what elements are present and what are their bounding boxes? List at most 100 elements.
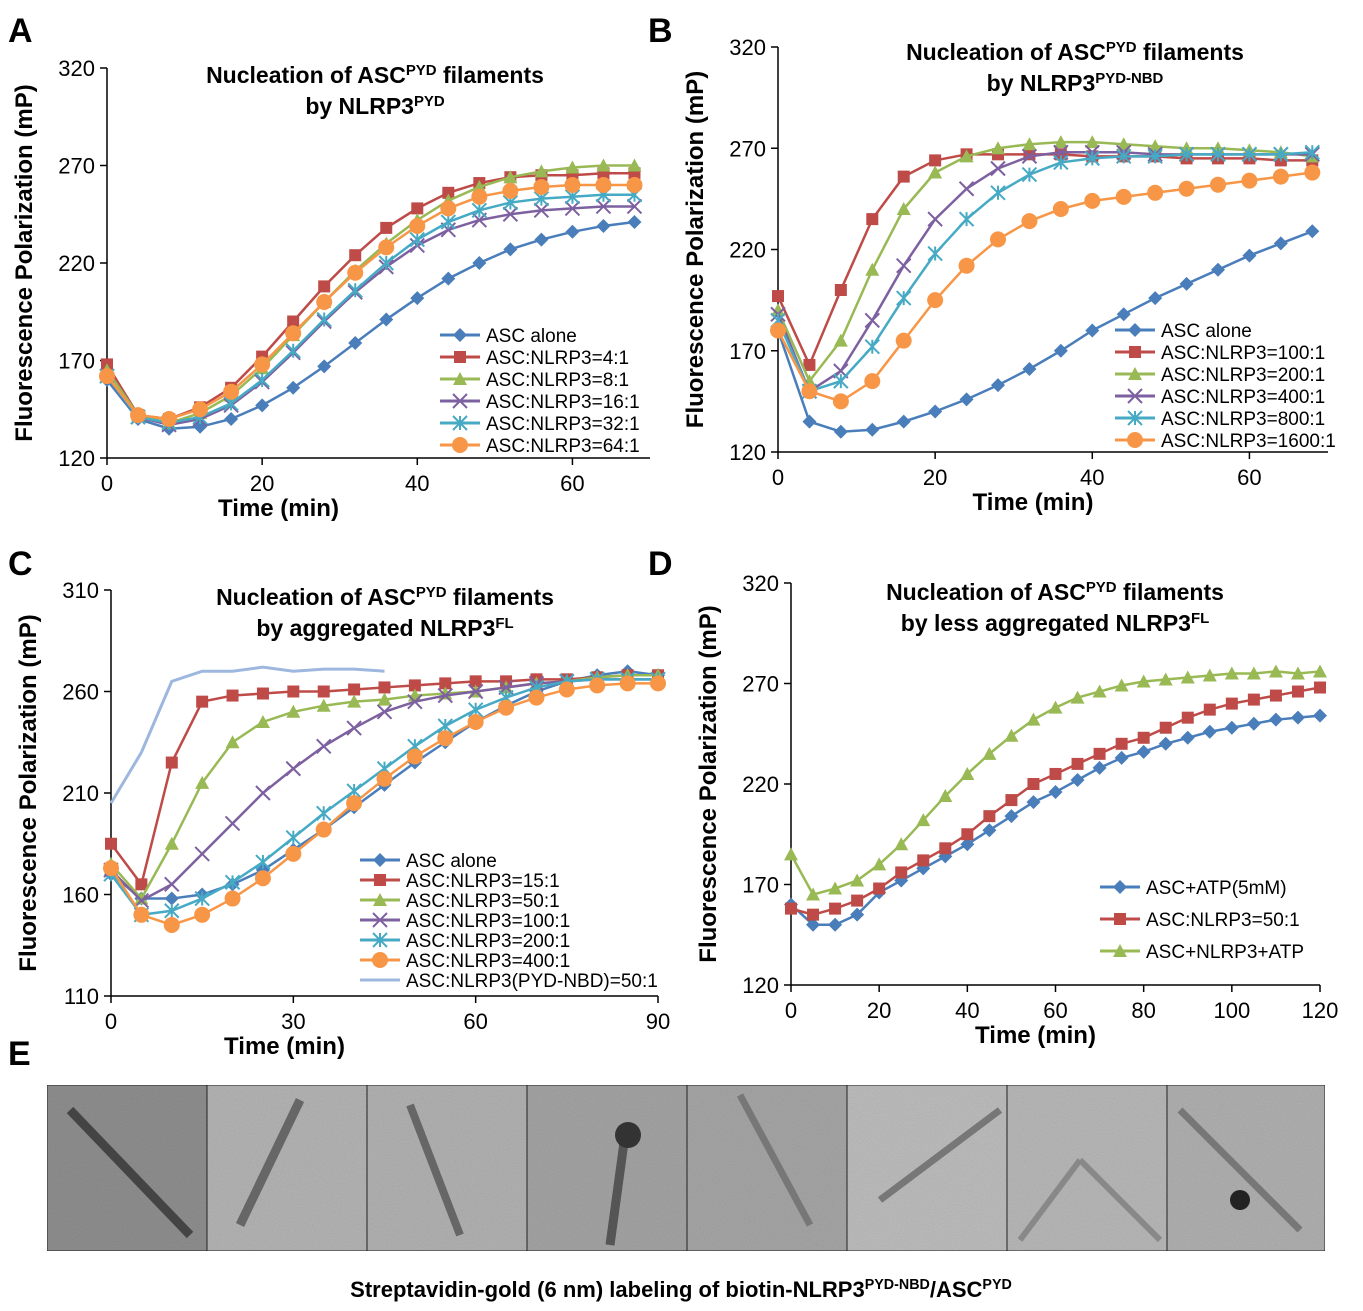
y-tick-label: 120 <box>729 440 766 465</box>
micrograph-strip <box>46 1084 1326 1252</box>
marker <box>440 200 457 217</box>
y-tick-label: 170 <box>729 339 766 364</box>
marker <box>409 217 426 234</box>
marker <box>958 181 975 197</box>
x-axis-label: Time (min) <box>975 1022 1096 1049</box>
marker <box>103 860 119 877</box>
marker <box>316 311 332 328</box>
marker <box>373 893 387 906</box>
marker <box>317 685 330 698</box>
marker <box>1049 767 1062 780</box>
text-segment: filaments <box>1137 39 1244 65</box>
caption: Streptavidin-gold (6 nm) labeling of bio… <box>350 1277 1012 1302</box>
marker <box>1273 236 1288 251</box>
marker <box>255 714 270 728</box>
marker <box>1246 666 1261 680</box>
series <box>770 164 1321 410</box>
marker <box>347 694 362 708</box>
text-segment: by NLRP3 <box>987 70 1096 96</box>
marker <box>194 906 211 923</box>
marker <box>1268 664 1283 678</box>
marker <box>454 351 466 363</box>
marker <box>1053 343 1068 358</box>
marker <box>1247 693 1260 706</box>
micrograph <box>526 1084 688 1252</box>
marker <box>772 290 784 303</box>
marker <box>1203 703 1216 716</box>
marker <box>286 380 301 395</box>
marker <box>533 202 550 219</box>
marker <box>771 303 785 317</box>
marker <box>373 853 387 867</box>
y-tick-label: 320 <box>729 35 766 60</box>
marker <box>285 325 302 342</box>
panel-label: E <box>8 1035 31 1073</box>
marker <box>502 206 519 222</box>
marker <box>1290 666 1305 680</box>
marker <box>961 828 974 841</box>
marker <box>316 294 333 310</box>
marker <box>165 756 178 769</box>
marker <box>287 315 300 328</box>
marker <box>1026 795 1041 810</box>
marker <box>194 890 210 907</box>
marker <box>316 805 332 822</box>
marker <box>1052 201 1069 217</box>
marker <box>1021 166 1038 183</box>
marker <box>410 291 425 306</box>
legend-label: ASC:NLRP3=1600:1 <box>1161 431 1336 452</box>
marker <box>1022 137 1037 151</box>
marker <box>990 160 1006 177</box>
text-segment: filaments <box>447 584 554 610</box>
superscript: FL <box>495 615 513 632</box>
marker <box>224 890 241 907</box>
marker <box>528 689 545 706</box>
chart-title: Nucleation of ASCPYD filaments <box>886 579 1224 606</box>
x-tick-label: 90 <box>646 1009 670 1034</box>
marker <box>1148 139 1163 153</box>
marker <box>938 789 953 803</box>
x-tick-label: 100 <box>1213 998 1250 1023</box>
superscript: PYD <box>1106 39 1137 56</box>
marker <box>1127 388 1143 404</box>
marker <box>991 378 1005 393</box>
marker <box>865 262 880 276</box>
marker <box>286 704 301 718</box>
marker <box>864 373 881 390</box>
marker <box>472 256 487 270</box>
legend-label: ASC:NLRP3=100:1 <box>406 911 570 932</box>
marker <box>224 412 239 426</box>
marker <box>1084 150 1100 167</box>
y-tick-label: 260 <box>62 680 99 705</box>
marker <box>534 164 549 178</box>
marker <box>1116 148 1132 165</box>
legend-label: ASC+ATP(5mM) <box>1146 878 1287 899</box>
marker <box>285 343 301 359</box>
y-tick-label: 320 <box>58 56 95 81</box>
text-segment: Streptavidin-gold (6 nm) labeling of bio… <box>350 1277 865 1302</box>
marker <box>770 322 786 339</box>
series <box>785 681 1326 921</box>
series-line <box>106 193 635 425</box>
marker <box>1026 712 1041 726</box>
marker <box>828 881 843 895</box>
marker <box>255 785 271 801</box>
marker <box>502 182 519 199</box>
marker <box>958 257 975 274</box>
y-tick-label: 170 <box>742 873 779 898</box>
legend-label: ASC alone <box>1161 321 1252 342</box>
marker <box>1092 760 1107 775</box>
marker <box>372 912 388 928</box>
marker <box>133 906 150 923</box>
marker <box>256 687 269 700</box>
marker <box>453 372 467 385</box>
marker <box>374 874 386 886</box>
marker <box>378 255 394 271</box>
marker <box>437 687 453 704</box>
text-segment: filaments <box>437 62 544 88</box>
marker <box>1128 367 1142 380</box>
marker <box>1147 148 1163 165</box>
superscript: PYD <box>1086 579 1117 596</box>
marker <box>318 280 331 293</box>
marker <box>1273 146 1289 163</box>
